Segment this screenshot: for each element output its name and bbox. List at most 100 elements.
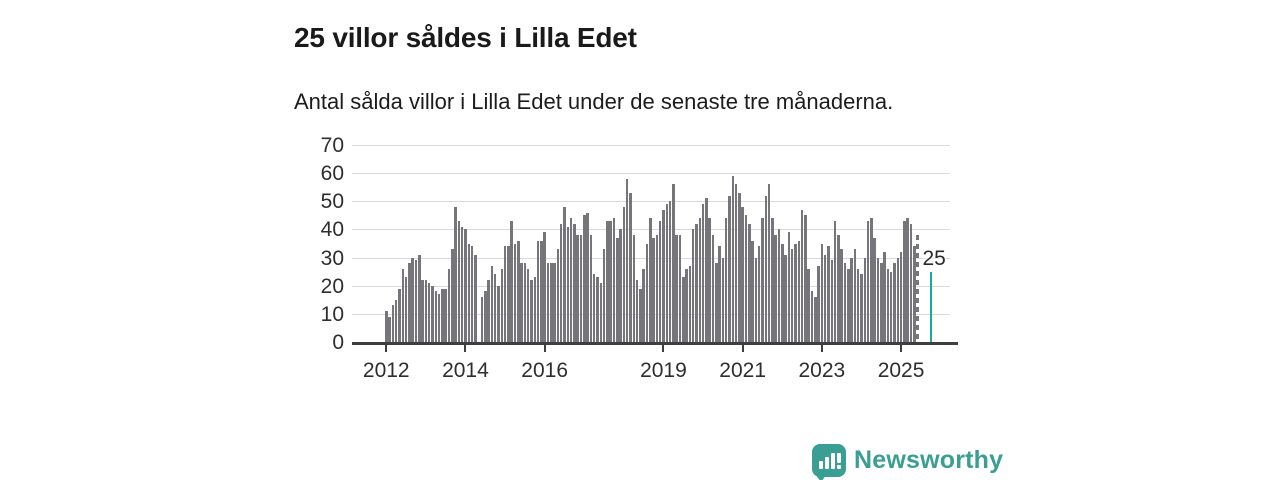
bar — [889, 271, 893, 342]
bar — [553, 263, 556, 342]
bar — [731, 175, 734, 342]
bar — [454, 206, 457, 342]
bar — [665, 204, 668, 342]
bar — [497, 285, 500, 342]
bar — [873, 237, 876, 342]
bar — [748, 223, 751, 342]
bar-chart-speech-bubble-icon — [812, 443, 846, 480]
bar — [635, 280, 639, 342]
bar — [467, 243, 470, 342]
x-axis-tick-label: 2025 — [877, 359, 925, 382]
bar — [698, 218, 701, 342]
bar — [487, 280, 490, 342]
bar — [830, 260, 833, 342]
bar — [883, 251, 886, 342]
bar — [688, 266, 692, 342]
bar — [814, 296, 817, 342]
y-axis-tick-label: 0 — [332, 331, 344, 354]
bar — [523, 263, 527, 342]
bar — [817, 266, 820, 342]
bar — [441, 288, 444, 342]
bar — [672, 184, 675, 342]
bar — [886, 268, 890, 342]
bar — [447, 268, 451, 342]
bar — [652, 237, 655, 342]
bar — [530, 280, 533, 342]
bar — [678, 235, 682, 342]
bar — [639, 288, 642, 342]
bar — [484, 291, 487, 342]
bar — [649, 218, 652, 342]
bar — [510, 220, 513, 342]
bar — [517, 240, 520, 342]
bar — [787, 232, 791, 342]
bar — [569, 218, 573, 342]
bar — [616, 237, 619, 342]
bar — [421, 280, 424, 342]
bar — [418, 254, 421, 342]
bar — [774, 235, 777, 342]
bar — [434, 291, 437, 342]
x-axis-tick — [662, 345, 665, 352]
bar — [589, 235, 593, 342]
bar — [662, 209, 665, 342]
bar — [520, 263, 523, 342]
gridline — [352, 201, 950, 203]
bar — [606, 220, 609, 342]
bar — [790, 249, 794, 342]
bar — [896, 257, 899, 342]
bar — [457, 220, 461, 342]
bar — [695, 223, 698, 342]
bar — [658, 220, 662, 342]
bar — [546, 263, 550, 342]
bar — [431, 285, 434, 342]
x-axis-tick-label: 2023 — [798, 359, 846, 382]
bar — [823, 254, 827, 342]
x-axis-tick-label: 2021 — [719, 359, 766, 382]
bar — [566, 226, 569, 342]
bar — [513, 243, 517, 342]
bar — [609, 220, 612, 342]
bar — [460, 226, 464, 342]
bar — [767, 184, 771, 342]
y-axis-tick-label: 10 — [320, 302, 344, 326]
brand-name: Newsworthy — [854, 445, 1004, 474]
bar — [876, 257, 880, 342]
bar — [404, 277, 408, 342]
bar — [728, 195, 731, 342]
x-axis-tick-label: 2012 — [362, 359, 410, 382]
bar — [563, 206, 566, 342]
bar — [705, 198, 708, 342]
bar — [827, 246, 830, 342]
bar — [464, 229, 467, 342]
bar — [847, 268, 850, 342]
bar — [394, 299, 398, 342]
bar — [784, 254, 787, 342]
bar — [411, 257, 414, 342]
dashed-bar — [916, 235, 919, 342]
bar — [744, 215, 748, 342]
bar — [751, 240, 754, 342]
bar — [427, 282, 431, 342]
bar — [721, 257, 725, 342]
x-axis-tick — [741, 345, 744, 352]
bar — [843, 263, 847, 342]
bar — [540, 240, 543, 342]
bar — [573, 223, 576, 342]
bar — [629, 192, 632, 342]
bar — [398, 288, 401, 342]
bar — [550, 263, 553, 342]
bar — [738, 192, 741, 342]
bar — [741, 206, 744, 342]
highlight-value-label: 25 — [922, 246, 946, 270]
bar — [837, 235, 840, 342]
bar — [794, 243, 797, 342]
bar — [804, 215, 807, 342]
bar — [586, 212, 589, 342]
bar — [754, 257, 758, 342]
x-axis-tick — [820, 345, 823, 352]
bar — [444, 288, 447, 342]
speech-bubble-tail — [815, 473, 827, 480]
bar — [691, 229, 695, 342]
bar — [612, 218, 616, 342]
